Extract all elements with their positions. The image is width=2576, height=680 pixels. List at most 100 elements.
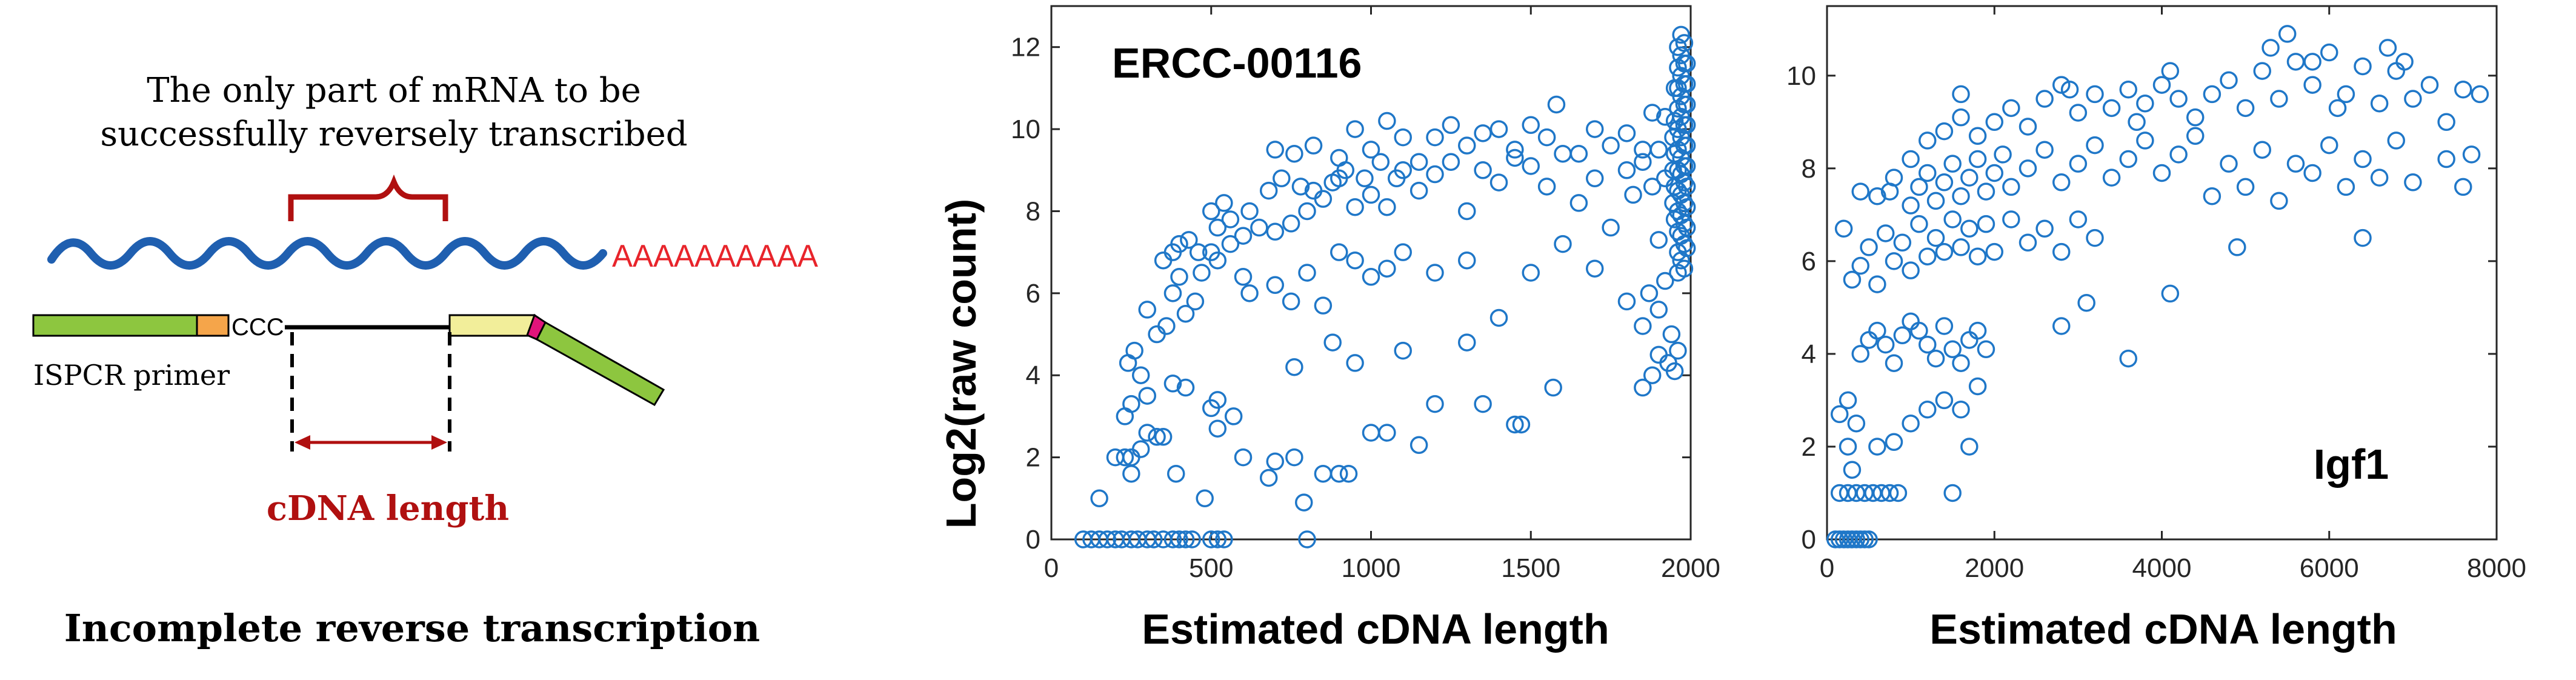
- data-point: [1893, 233, 1912, 252]
- data-point: [1926, 192, 1945, 210]
- data-point: [1935, 317, 1954, 335]
- data-point: [2303, 53, 2321, 71]
- data-point: [1968, 247, 1987, 265]
- data-point: [1675, 34, 1694, 52]
- data-point: [1125, 341, 1143, 360]
- data-point: [2278, 25, 2297, 43]
- data-point: [1868, 321, 1886, 340]
- data-point: [2128, 113, 2146, 132]
- x-tick-label: 500: [1189, 553, 1233, 583]
- data-point: [1554, 144, 1572, 163]
- data-point: [1215, 194, 1233, 212]
- x-axis-label: Estimated cDNA length: [1929, 605, 2397, 653]
- data-point: [1163, 284, 1182, 302]
- data-point: [1677, 239, 1696, 258]
- data-point: [1362, 185, 1380, 204]
- data-point: [2404, 173, 2422, 192]
- data-point: [2354, 150, 2372, 168]
- data-point: [1960, 438, 1979, 456]
- data-point: [1323, 333, 1342, 352]
- y-tick-label: 6: [1802, 247, 1816, 276]
- data-point: [1145, 530, 1163, 548]
- data-point: [1285, 144, 1303, 163]
- data-point: [2186, 108, 2205, 127]
- data-point: [1522, 157, 1540, 175]
- data-point: [1677, 116, 1696, 135]
- data-point: [2454, 80, 2472, 99]
- data-point: [2236, 99, 2255, 118]
- data-point: [2052, 173, 2071, 192]
- data-point: [1176, 530, 1195, 548]
- x-tick-label: 2000: [1965, 553, 2024, 583]
- data-point: [1919, 400, 1937, 419]
- data-point: [1189, 243, 1208, 261]
- data-point: [1910, 178, 1928, 196]
- data-point: [1926, 228, 1945, 247]
- data-point: [1202, 530, 1220, 548]
- data-point: [1977, 340, 1995, 359]
- data-point: [1617, 292, 1636, 311]
- data-point: [1221, 210, 1240, 228]
- data-point: [2102, 99, 2121, 118]
- data-point: [1665, 362, 1684, 381]
- data-point: [2270, 90, 2288, 108]
- data-point: [1176, 378, 1195, 397]
- data-point: [2102, 168, 2121, 187]
- data-point: [1602, 136, 1620, 155]
- data-point: [1148, 428, 1166, 446]
- data-point: [1943, 340, 1962, 359]
- data-point: [1952, 85, 1970, 104]
- data-point: [1314, 296, 1333, 315]
- ccc-label: CCC: [231, 314, 284, 341]
- data-point: [2152, 164, 2171, 182]
- data-point: [1458, 251, 1476, 270]
- data-point: [2261, 39, 2280, 57]
- data-point: [2069, 210, 2088, 228]
- data-point: [1131, 440, 1150, 458]
- data-point: [1624, 185, 1642, 204]
- data-point: [1170, 235, 1188, 253]
- annotation-line-1: The only part of mRNA to be: [147, 71, 641, 110]
- data-point: [2035, 141, 2054, 159]
- data-point: [2136, 94, 2154, 113]
- data-point: [1266, 276, 1284, 295]
- data-point: [1935, 173, 1954, 192]
- data-point: [1266, 452, 1284, 471]
- data-point: [1672, 25, 1690, 44]
- data-point: [1677, 136, 1696, 155]
- data-point: [1090, 489, 1108, 508]
- data-point: [1154, 251, 1173, 270]
- data-point: [2060, 80, 2079, 99]
- data-point: [1489, 120, 1508, 138]
- data-point: [1919, 335, 1937, 354]
- data-point: [1183, 530, 1201, 548]
- data-point: [1985, 113, 2003, 132]
- data-point: [1640, 284, 1659, 302]
- data-point: [1547, 95, 1566, 114]
- data-point: [1234, 227, 1253, 245]
- data-point: [1919, 247, 1937, 265]
- data-point: [2069, 155, 2088, 173]
- y-tick-label: 6: [1026, 279, 1040, 308]
- data-point: [2462, 145, 2481, 164]
- data-point: [1830, 405, 1849, 424]
- data-point: [2052, 242, 2071, 261]
- x-tick-label: 8000: [2467, 553, 2526, 583]
- data-point: [2086, 136, 2104, 155]
- series-annotation: ERCC-00116: [1112, 39, 1362, 87]
- data-point: [2035, 90, 2054, 108]
- caption: Incomplete reverse transcription: [64, 606, 760, 650]
- data-point: [1362, 268, 1380, 286]
- data-point: [1910, 321, 1928, 340]
- data-point: [1273, 169, 1291, 188]
- data-point: [1643, 104, 1662, 122]
- data-point: [2437, 113, 2455, 132]
- data-point: [1569, 144, 1588, 163]
- data-point: [1586, 259, 1604, 278]
- data-point: [1394, 243, 1412, 261]
- data-point: [2378, 39, 2397, 57]
- data-point: [2161, 62, 2180, 80]
- data-point: [1677, 218, 1696, 237]
- data-point: [1294, 493, 1313, 512]
